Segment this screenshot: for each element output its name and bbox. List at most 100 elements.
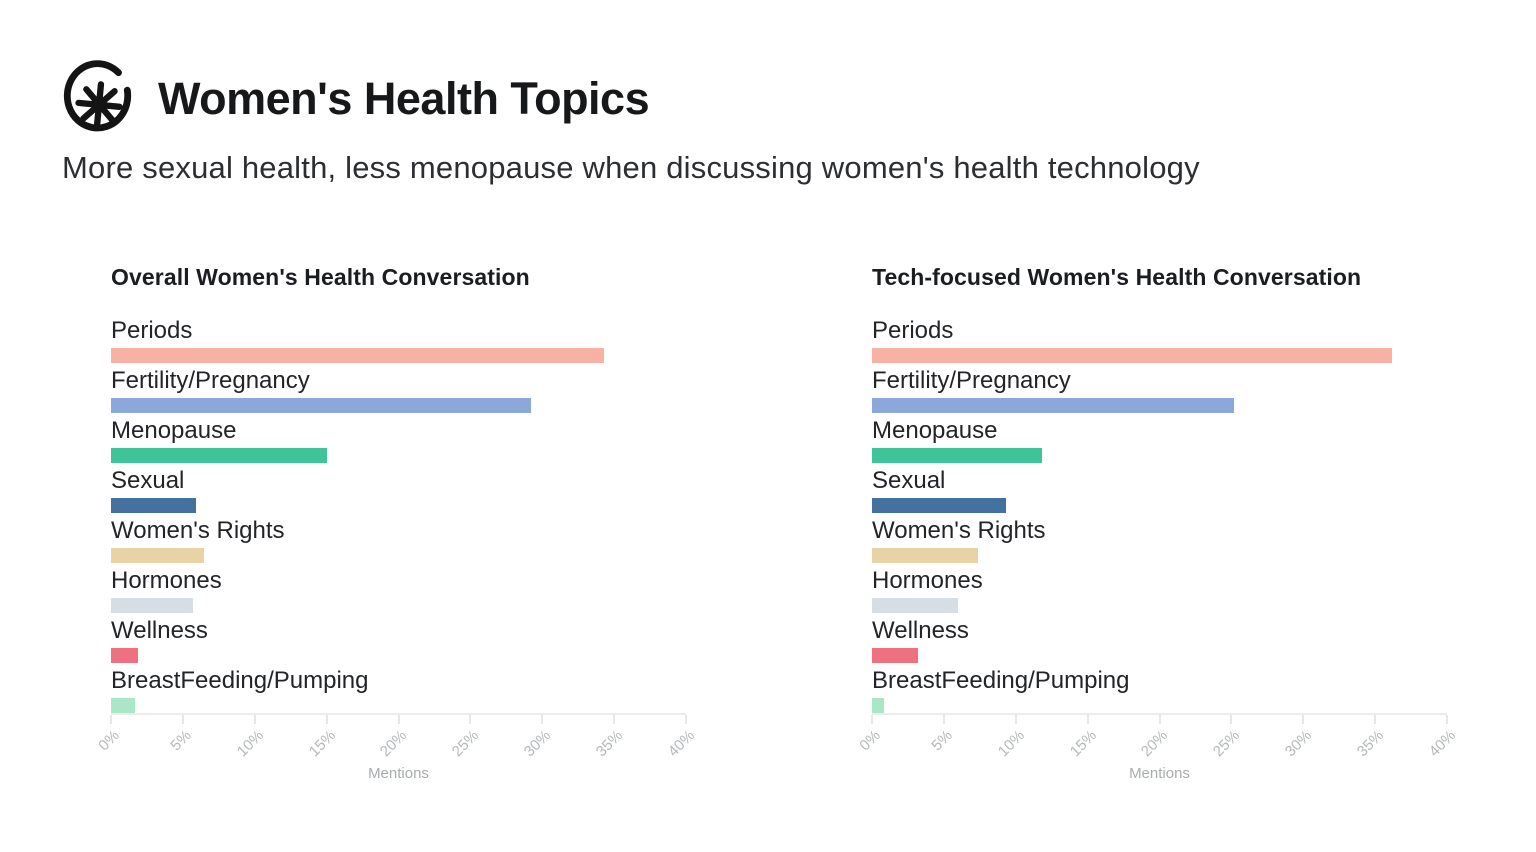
axis-tick xyxy=(541,715,544,724)
axis-tick-label: 35% xyxy=(1353,727,1388,761)
bar-row: Fertility/Pregnancy xyxy=(872,363,1447,413)
bar-track xyxy=(111,398,686,413)
bar-sexual xyxy=(111,498,196,513)
x-axis-title: Mentions xyxy=(1129,765,1190,782)
axis-tick xyxy=(942,715,945,724)
asterisk-logo-icon xyxy=(60,60,138,138)
axis-tick-label: 20% xyxy=(377,727,411,761)
axis-tick-label: 0% xyxy=(95,727,124,755)
category-label: Wellness xyxy=(872,617,969,644)
category-label: Fertility/Pregnancy xyxy=(872,367,1071,394)
bar-row: BreastFeeding/Pumping xyxy=(111,663,686,713)
axis-tick-label: 0% xyxy=(856,727,885,755)
bar-breastfeeding-pumping xyxy=(111,698,136,713)
axis-tick xyxy=(110,715,112,724)
bar-track xyxy=(111,598,686,613)
category-label: Sexual xyxy=(872,467,946,494)
bar-fertility-pregnancy xyxy=(872,398,1235,413)
axis-tick-label: 40% xyxy=(664,727,699,761)
axis-tick xyxy=(469,715,472,724)
bar-fertility-pregnancy xyxy=(111,398,531,413)
bar-track xyxy=(872,698,1447,713)
bar-hormones xyxy=(872,598,959,613)
axis-tick xyxy=(181,715,184,724)
axis-tick xyxy=(1086,715,1089,724)
bar-row: Fertility/Pregnancy xyxy=(111,363,686,413)
bar-track xyxy=(111,498,686,513)
bar-menopause xyxy=(872,448,1042,463)
axis-tick xyxy=(325,715,328,724)
bar-menopause xyxy=(111,448,327,463)
axis-tick xyxy=(1302,715,1305,724)
bar-wellness xyxy=(872,648,918,663)
axis-tick-label: 10% xyxy=(233,727,267,761)
category-label: Hormones xyxy=(872,567,983,594)
axis-tick-label: 25% xyxy=(449,727,483,761)
category-label: Women's Rights xyxy=(872,517,1046,544)
bar-track xyxy=(872,548,1447,563)
bar-sexual xyxy=(872,498,1006,513)
bar-track xyxy=(111,698,686,713)
bar-track xyxy=(872,398,1447,413)
bar-track xyxy=(872,498,1447,513)
chart-tech-focused-conversation: Tech-focused Women's Health Conversation… xyxy=(857,264,1459,782)
axis-tick xyxy=(1230,715,1233,724)
bar-women-s-rights xyxy=(111,548,205,563)
bar-wellness xyxy=(111,648,139,663)
bar-track xyxy=(872,348,1447,363)
axis-tick xyxy=(397,715,400,724)
bar-row: Periods xyxy=(111,313,686,363)
bar-women-s-rights xyxy=(872,548,979,563)
bar-track xyxy=(111,448,686,463)
axis-tick xyxy=(1446,715,1448,724)
axis-tick xyxy=(253,715,256,724)
category-label: Menopause xyxy=(872,417,998,444)
category-label: Periods xyxy=(872,317,954,344)
bar-row: Wellness xyxy=(872,613,1447,663)
category-label: Periods xyxy=(111,317,193,344)
bar-rows: Periods Fertility/Pregnancy Menopause Sexua… xyxy=(111,313,686,713)
axis-tick-label: 30% xyxy=(1282,727,1316,761)
page-title: Women's Health Topics xyxy=(158,73,650,124)
bar-row: Hormones xyxy=(111,563,686,613)
bar-track xyxy=(872,648,1447,663)
bar-row: Periods xyxy=(872,313,1447,363)
axis-tick xyxy=(871,715,873,724)
bar-row: Menopause xyxy=(111,413,686,463)
chart-overall-conversation: Overall Women's Health Conversation Peri… xyxy=(96,264,698,782)
bar-track xyxy=(111,548,686,563)
axis-tick-label: 35% xyxy=(592,727,627,761)
axis-tick-label: 15% xyxy=(305,727,339,761)
bar-track xyxy=(872,448,1447,463)
bar-row: Menopause xyxy=(872,413,1447,463)
category-label: Hormones xyxy=(111,567,222,594)
axis-tick-label: 15% xyxy=(1066,727,1100,761)
category-label: BreastFeeding/Pumping xyxy=(872,667,1130,694)
chart-title: Overall Women's Health Conversation xyxy=(111,264,530,290)
x-axis-title: Mentions xyxy=(368,765,429,782)
category-label: Women's Rights xyxy=(111,517,285,544)
bar-row: BreastFeeding/Pumping xyxy=(872,663,1447,713)
bar-rows: Periods Fertility/Pregnancy Menopause Sexua… xyxy=(872,313,1447,713)
axis-tick xyxy=(1374,715,1377,724)
axis-tick xyxy=(1014,715,1017,724)
axis-tick-label: 40% xyxy=(1425,727,1460,761)
bar-track xyxy=(111,348,686,363)
axis-tick-label: 25% xyxy=(1210,727,1244,761)
bar-row: Sexual xyxy=(111,463,686,513)
category-label: Menopause xyxy=(111,417,237,444)
axis-tick-label: 5% xyxy=(167,727,195,755)
x-axis-tick-labels: 0% 5% 10% 15% 20% 25% 30% 35% 40% xyxy=(857,715,1459,761)
bar-row: Women's Rights xyxy=(872,513,1447,563)
axis-tick-label: 10% xyxy=(994,727,1028,761)
bar-breastfeeding-pumping xyxy=(872,698,884,713)
page-subtitle: More sexual health, less menopause when … xyxy=(62,150,1200,185)
axis-tick-label: 30% xyxy=(521,727,555,761)
axis-tick-label: 5% xyxy=(928,727,956,755)
bar-row: Hormones xyxy=(872,563,1447,613)
bar-periods xyxy=(111,348,605,363)
category-label: Wellness xyxy=(111,617,208,644)
category-label: BreastFeeding/Pumping xyxy=(111,667,369,694)
category-label: Sexual xyxy=(111,467,185,494)
category-label: Fertility/Pregnancy xyxy=(111,367,310,394)
